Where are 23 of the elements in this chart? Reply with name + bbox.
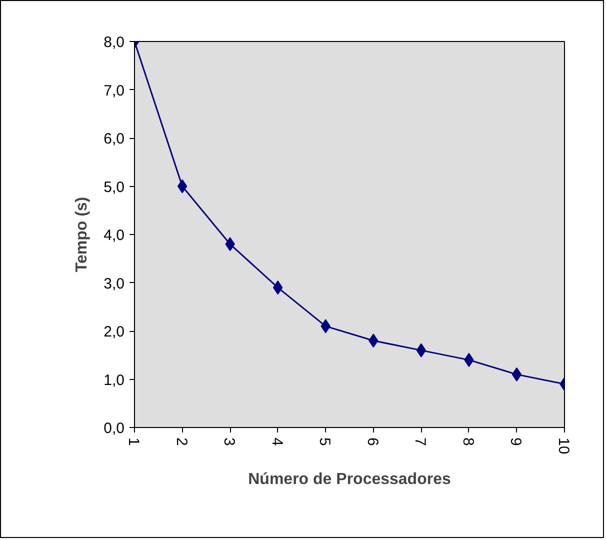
y-tick-label: 4,0 [104, 227, 125, 244]
y-tick-label: 3,0 [104, 275, 125, 292]
y-tick-label: 5,0 [104, 178, 125, 196]
point [177, 179, 188, 194]
y-axis-title: Tempo (s) [74, 196, 91, 272]
x-tick-label: 6 [364, 438, 381, 446]
point [512, 367, 522, 382]
x-axis-title: Número de Processadores [248, 471, 451, 488]
x-tick-label: 1 [125, 438, 142, 446]
y-tick-label: 8,0 [104, 34, 125, 51]
x-tick-label: 9 [507, 438, 524, 446]
x-tick-label: 7 [412, 438, 429, 446]
x-tick-label: 4 [268, 438, 286, 446]
y-tick-label: 0,0 [104, 420, 125, 437]
x-tick-label: 3 [220, 438, 238, 446]
x-tick-label: 8 [459, 438, 476, 446]
x-tick-label: 5 [316, 438, 334, 446]
y-tick-label: 1,0 [104, 372, 125, 389]
y-tick-label: 6,0 [104, 130, 125, 148]
x-tick-label: 2 [172, 438, 190, 446]
y-tick-label: 2,0 [104, 324, 125, 340]
y-tick-label: 7,0 [104, 82, 125, 100]
x-tick-label: 10 [555, 438, 572, 454]
